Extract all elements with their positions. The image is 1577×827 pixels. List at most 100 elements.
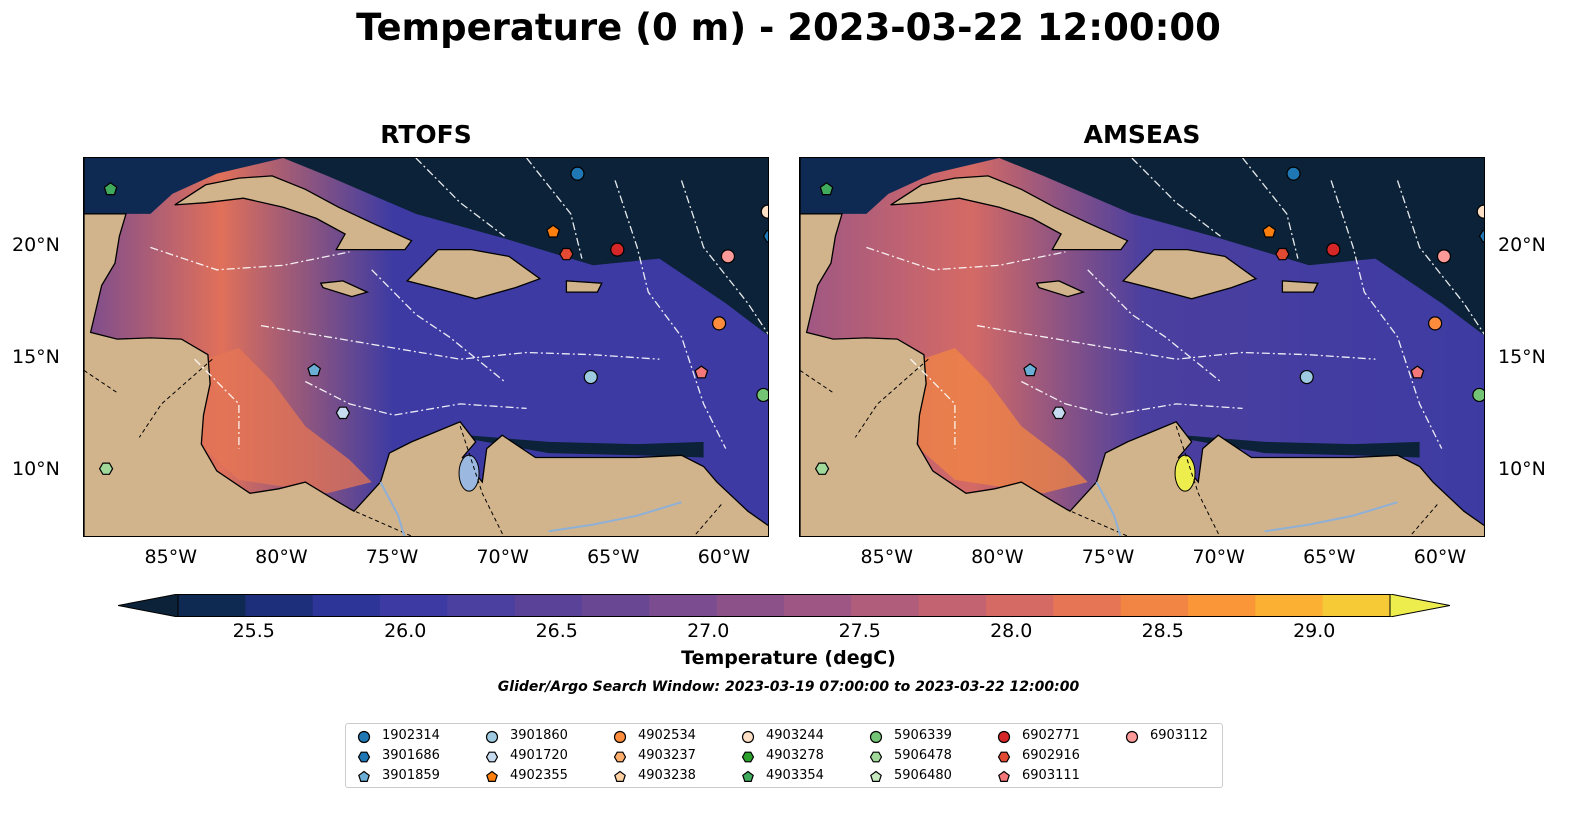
eez-boundary — [1021, 380, 1243, 416]
river — [548, 501, 682, 533]
colorbar-tick-label: 28.5 — [1141, 620, 1184, 642]
country-border — [138, 358, 213, 438]
colorbar-bin — [1120, 594, 1189, 617]
lat-tick-label: 20°N — [12, 234, 60, 257]
legend-marker-hexagon — [869, 751, 883, 763]
legend: 1902314 3901686 3901859 3901860 4901720 49023… — [345, 723, 1223, 788]
legend-marker-pentagon — [870, 770, 882, 782]
country-border — [1065, 508, 1129, 536]
legend-marker-hexagon — [997, 751, 1011, 763]
legend-label: 5906478 — [894, 748, 952, 763]
colorbar — [118, 594, 1450, 617]
land-mainland — [84, 158, 768, 536]
float-marker-6903112 — [1436, 249, 1452, 264]
lon-tick-label: 60°W — [697, 546, 751, 568]
legend-marker-circle — [1125, 730, 1139, 744]
colorbar-bin — [582, 594, 650, 617]
legend-marker-pentagon — [742, 770, 754, 782]
float-marker-1902314 — [570, 166, 585, 181]
panel-title-rtofs: RTOFS — [380, 120, 472, 149]
lon-tick-label: 75°W — [1081, 546, 1135, 568]
eez-boundary — [1242, 158, 1299, 259]
lon-tick-label: 80°W — [971, 546, 1024, 568]
legend-label: 6902916 — [1022, 748, 1080, 763]
land-cuba — [890, 175, 1129, 251]
legend-marker-pentagon — [486, 770, 498, 782]
colorbar-bin — [1322, 594, 1391, 617]
lon-tick-label: 80°W — [255, 546, 308, 568]
land-jamaica — [1035, 280, 1086, 298]
legend-label: 4903238 — [638, 768, 696, 783]
float-marker-3901859 — [307, 363, 322, 377]
float-marker-3901686 — [762, 230, 768, 243]
legend-label: 6902771 — [1022, 728, 1080, 743]
colorbar-extend-low — [118, 594, 179, 617]
eez-boundary — [1087, 269, 1221, 383]
eez-boundary — [680, 180, 768, 335]
lon-tick-label: 75°W — [365, 546, 419, 568]
land-mainland — [800, 158, 1484, 536]
lon-tick-label: 60°W — [1413, 546, 1467, 568]
colorbar-tick-label: 26.5 — [535, 620, 578, 642]
gulf-of-mexico — [800, 158, 1000, 214]
float-marker-6902771 — [610, 242, 625, 257]
eez-boundary — [260, 324, 660, 360]
legend-label: 4903354 — [766, 768, 824, 783]
legend-marker-circle — [613, 730, 627, 744]
country-border — [459, 426, 505, 536]
colorbar-bin — [380, 594, 448, 617]
land-puerto-rico — [1281, 280, 1319, 293]
float-marker-4902534 — [712, 316, 727, 331]
colorbar-bin — [918, 594, 987, 617]
colorbar-border — [177, 594, 1391, 617]
eez-boundary — [415, 158, 505, 237]
eez-boundary — [910, 358, 956, 449]
atlantic-cool-water — [283, 158, 768, 336]
lat-tick-label: 20°N — [1498, 234, 1546, 257]
legend-label: 4903237 — [638, 748, 696, 763]
colorbar-tick-label: 29.0 — [1293, 620, 1336, 642]
colorbar-tick-label: 27.5 — [838, 620, 881, 642]
eez-boundary — [305, 380, 527, 416]
float-marker-4903354 — [103, 182, 118, 196]
country-border — [854, 358, 929, 438]
legend-label: 5906480 — [894, 768, 952, 783]
country-border — [349, 508, 413, 536]
country-border — [1409, 504, 1438, 536]
gulf-of-mexico — [84, 158, 284, 214]
river — [379, 481, 406, 536]
colorbar-extend-high — [1389, 594, 1450, 617]
float-marker-4902355 — [546, 224, 561, 238]
float-marker-5906478 — [98, 462, 114, 475]
legend-marker-pentagon — [614, 770, 626, 782]
colorbar-bin — [1053, 594, 1122, 617]
map-rtofs[interactable] — [83, 157, 769, 537]
float-marker-6902771 — [1326, 242, 1341, 257]
float-marker-6902916 — [1275, 247, 1290, 261]
legend-marker-hexagon — [613, 751, 627, 763]
colorbar-bin — [784, 594, 852, 617]
legend-marker-hexagon — [741, 751, 755, 763]
eez-boundary — [1131, 158, 1221, 237]
legend-label: 3901860 — [510, 728, 568, 743]
atlantic-cool-water — [999, 158, 1484, 336]
map-amseas[interactable] — [799, 157, 1485, 537]
lon-tick-label: 70°W — [1192, 546, 1245, 568]
legend-label: 5906339 — [894, 728, 952, 743]
warm-water-region — [199, 348, 372, 494]
figure-title: Temperature (0 m) - 2023-03-22 12:00:00 — [356, 6, 1221, 49]
float-marker-1902314 — [1286, 166, 1301, 181]
legend-label: 4901720 — [510, 748, 568, 763]
legend-label: 4903244 — [766, 728, 824, 743]
panel-title-amseas: AMSEAS — [1083, 120, 1201, 149]
colorbar-bin — [986, 594, 1054, 617]
legend-label: 4903278 — [766, 748, 824, 763]
eez-boundary — [866, 246, 1066, 271]
float-marker-3901860 — [583, 369, 598, 385]
legend-marker-circle — [357, 730, 371, 744]
colorbar-bin — [447, 594, 516, 617]
country-border — [1175, 426, 1221, 536]
colorbar-bin — [1255, 594, 1324, 617]
float-marker-6903111 — [694, 365, 709, 379]
colorbar-bin — [514, 594, 583, 617]
